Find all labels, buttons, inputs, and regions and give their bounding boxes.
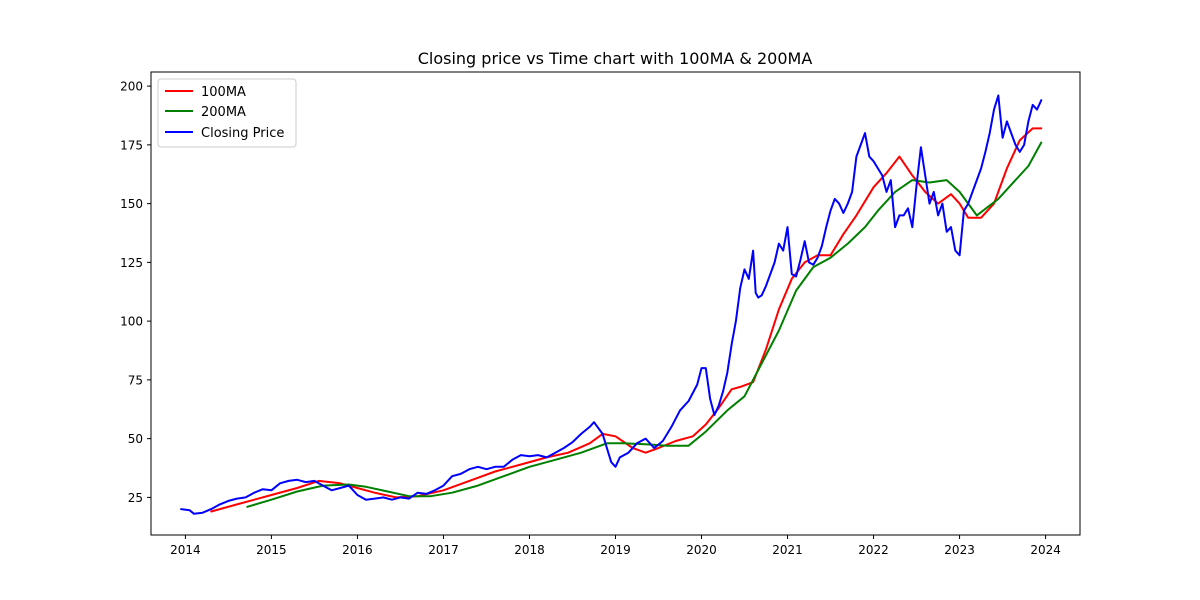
y-tick-label: 150 (120, 197, 143, 211)
legend-box (157, 78, 297, 148)
x-tick-label: 2024 (1030, 543, 1061, 557)
chart-title: Closing price vs Time chart with 100MA &… (418, 49, 813, 68)
y-tick-label: 50 (128, 432, 143, 446)
x-tick-label: 2020 (686, 543, 717, 557)
series-line-100ma (210, 127, 1043, 513)
y-tick-label: 175 (120, 138, 143, 152)
y-tick-label: 100 (120, 315, 143, 329)
series-line-closing-price (180, 94, 1043, 515)
series-layer (180, 94, 1043, 515)
y-tick-label: 75 (128, 373, 143, 387)
x-tick-label: 2022 (858, 543, 889, 557)
x-tick-label: 2021 (772, 543, 803, 557)
y-tick-label: 25 (128, 491, 143, 505)
x-tick-label: 2014 (170, 543, 201, 557)
legend: 100MA 200MA Closing Price (157, 78, 297, 148)
legend-label-closing-price: Closing Price (201, 126, 284, 141)
series-line-200ma (246, 141, 1043, 508)
legend-label-200ma: 200MA (201, 105, 246, 120)
y-tick-label: 125 (120, 256, 143, 270)
y-tick-label: 200 (120, 80, 143, 94)
x-tick-label: 2016 (342, 543, 373, 557)
x-tick-label: 2023 (944, 543, 975, 557)
x-tick-label: 2015 (256, 543, 287, 557)
x-tick-label: 2017 (428, 543, 459, 557)
x-axis: 2014 2015 2016 2017 2018 2019 2020 2021 2022 2023… (170, 535, 1061, 557)
y-axis: 25 50 75 100 125 150 175 200 (120, 80, 151, 505)
legend-label-100ma: 100MA (201, 85, 246, 100)
x-tick-label: 2019 (600, 543, 631, 557)
x-tick-label: 2018 (514, 543, 545, 557)
